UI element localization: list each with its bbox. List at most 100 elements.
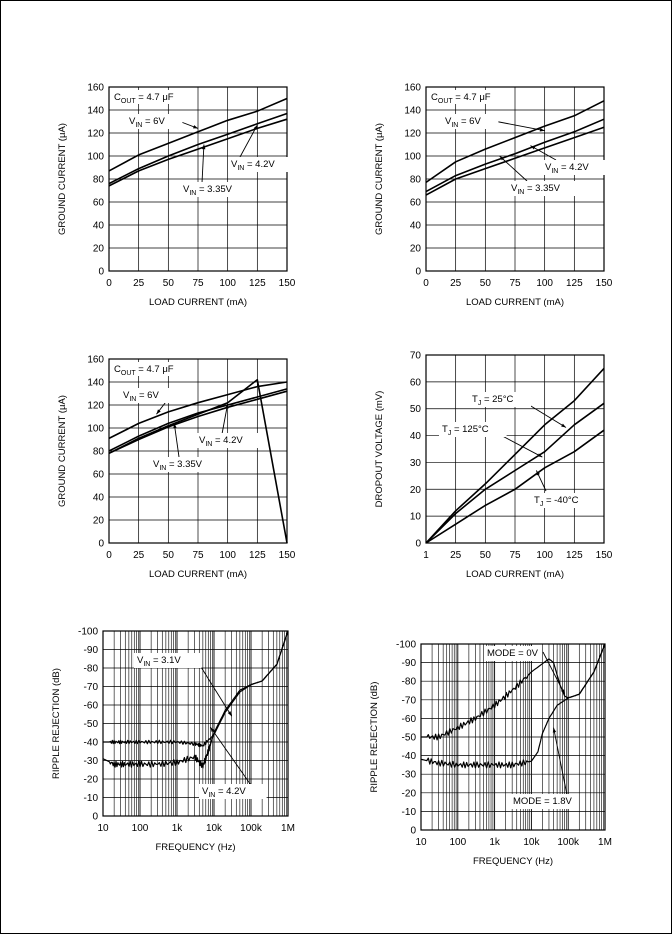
y-tick-label: 60 [410, 377, 422, 388]
arrowhead-icon [560, 689, 565, 695]
condition-label: COUT = 4.7 μF [114, 92, 174, 105]
annotation-leader [210, 726, 254, 789]
y-tick-label: -20 [84, 775, 99, 786]
series-line [102, 630, 289, 769]
series-line [108, 378, 288, 544]
annotation-bg [439, 422, 507, 437]
arrowhead-icon [173, 423, 177, 429]
annotation-bg [180, 182, 254, 197]
plot-frame [108, 86, 288, 272]
annotation-label: VIN = 6V [129, 116, 165, 129]
annotation-label: MODE = 0V [487, 648, 539, 659]
annotation-leader [553, 727, 569, 801]
x-axis-label: LOAD CURRENT (mA) [149, 569, 247, 580]
y-tick-label: -30 [402, 770, 417, 781]
annotation-leader [239, 124, 258, 158]
x-tick-label: 0 [106, 550, 112, 561]
x-tick-label: 100k [557, 837, 580, 848]
chart-1: 0 20 40 60 80 100 120 140 160 0 25 50 75 100 125 150 LOA… [57, 83, 296, 309]
annotation-label: MODE = 1.8V [513, 796, 573, 807]
y-axis-label: DROPOUT VOLTAGE (mV) [374, 391, 385, 508]
series-line [425, 402, 605, 544]
annotation-bg [120, 388, 177, 403]
x-tick-label: 150 [596, 278, 613, 289]
y-tick-label: 50 [410, 404, 422, 415]
y-tick-label: 40 [93, 493, 105, 504]
annotation-label: VIN = 3.35V [153, 459, 203, 472]
annotation-leader [530, 145, 557, 161]
series-line [108, 118, 288, 187]
x-tick-label: 100 [449, 837, 466, 848]
y-tick-label: -30 [84, 756, 99, 767]
y-tick-label: -70 [402, 695, 417, 706]
y-tick-label: -80 [402, 677, 417, 688]
y-tick-label: -60 [84, 701, 99, 712]
y-tick-label: 120 [87, 129, 104, 140]
series-line [108, 388, 288, 452]
x-tick-label: 50 [163, 278, 175, 289]
arrowhead-icon [193, 125, 198, 129]
annotation-bg [542, 160, 610, 175]
arrowhead-icon [210, 727, 215, 733]
x-tick-label: 1M [598, 837, 612, 848]
x-tick-label: 125 [249, 278, 266, 289]
y-tick-label: -100 [396, 640, 416, 651]
annotation-label: VIN = 4.2V [231, 159, 275, 172]
annotation-leader [195, 658, 233, 717]
annotation-bg [150, 457, 224, 472]
y-axis-label: RIPPLE REJECTION (dB) [369, 682, 380, 793]
x-tick-label: 100 [219, 550, 236, 561]
arrowhead-icon [536, 470, 540, 476]
plot-frame [425, 354, 605, 544]
annotation-label: VIN = 3.35V [511, 183, 561, 196]
arrowhead-icon [499, 156, 505, 161]
annotation-leader [173, 423, 180, 458]
annotation-label: VIN = 6V [445, 116, 481, 129]
y-tick-label: 60 [93, 470, 105, 481]
annotation-label: TJ = 25°C [472, 394, 514, 407]
annotation-leader [499, 155, 528, 182]
y-tick-label: 100 [404, 152, 421, 163]
x-tick-label: 150 [596, 550, 613, 561]
y-tick-label: 20 [93, 516, 105, 527]
x-tick-label: 10 [97, 823, 109, 834]
series-line [108, 97, 288, 172]
y-tick-label: 40 [410, 431, 422, 442]
annotation-label: TJ = 125°C [442, 424, 489, 437]
y-tick-label: 0 [415, 267, 421, 278]
condition-bg [428, 90, 498, 104]
annotation-bg [199, 784, 267, 799]
y-tick-label: 20 [93, 244, 105, 255]
x-axis-label: LOAD CURRENT (mA) [149, 297, 247, 308]
x-tick-label: 25 [450, 550, 462, 561]
x-tick-label: 125 [566, 278, 583, 289]
x-tick-label: 1k [489, 837, 501, 848]
arrowhead-icon [156, 409, 161, 415]
annotation-bg [531, 493, 599, 508]
annotation-bg [126, 114, 183, 129]
y-tick-label: -50 [402, 733, 417, 744]
x-axis-label: LOAD CURRENT (mA) [466, 297, 564, 308]
x-tick-label: 100 [132, 823, 149, 834]
series-line [425, 126, 605, 196]
condition-label: COUT = 4.7 μF [114, 364, 174, 377]
x-tick-label: 75 [192, 550, 204, 561]
y-tick-label: 160 [87, 83, 104, 94]
x-tick-label: 10 [415, 837, 427, 848]
y-tick-label: 10 [410, 512, 422, 523]
x-tick-label: 150 [279, 278, 296, 289]
series-line [108, 112, 288, 185]
x-tick-label: 0 [423, 278, 429, 289]
y-tick-label: 20 [410, 485, 422, 496]
annotation-bg [134, 653, 202, 668]
x-tick-label: 100 [219, 278, 236, 289]
x-tick-label: 50 [480, 550, 492, 561]
y-tick-label: -100 [78, 627, 98, 638]
x-tick-label: 100 [536, 278, 553, 289]
y-tick-label: -40 [84, 738, 99, 749]
annotation-bg [510, 794, 578, 809]
y-tick-label: 120 [404, 129, 421, 140]
y-tick-label: 80 [93, 175, 105, 186]
arrowhead-icon [552, 727, 557, 733]
y-tick-label: 0 [415, 539, 421, 550]
